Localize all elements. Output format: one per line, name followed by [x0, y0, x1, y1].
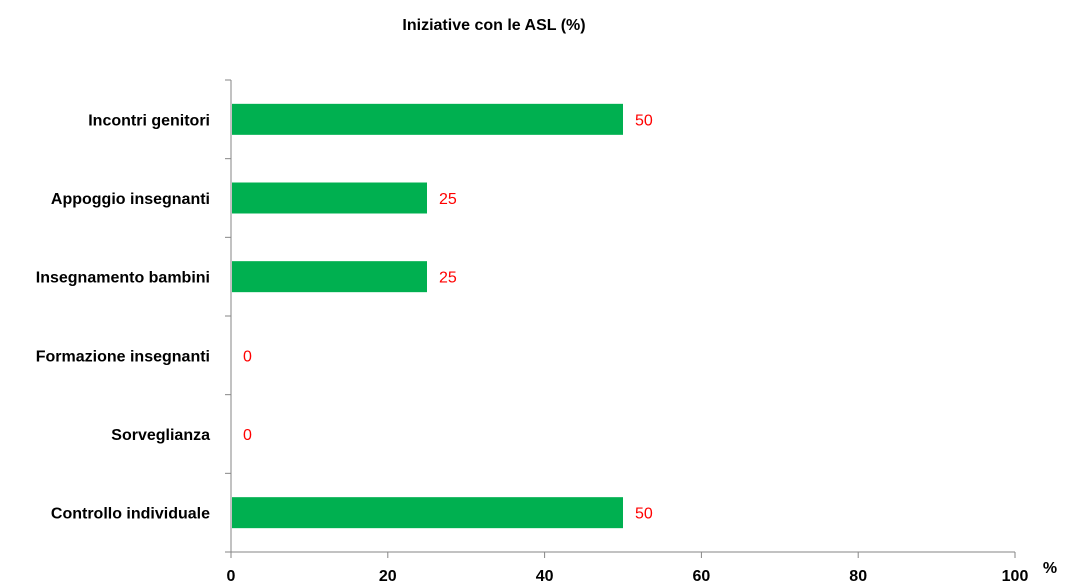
x-tick-label: 0: [227, 568, 236, 585]
x-tick-label: 80: [849, 568, 867, 585]
category-label: Incontri genitori: [88, 112, 210, 129]
bar: [232, 261, 427, 293]
category-label: Formazione insegnanti: [36, 348, 210, 365]
data-labels-group: 50 25 25 0 0 50: [243, 112, 653, 522]
axes-group: [225, 79, 1016, 558]
data-label: 0: [243, 427, 252, 444]
data-label: 0: [243, 348, 252, 365]
x-tick-label: 20: [379, 568, 397, 585]
bar: [232, 182, 427, 214]
data-label: 25: [439, 191, 457, 208]
x-tick-label: 100: [1002, 568, 1029, 585]
category-labels-group: Incontri genitori Appoggio insegnanti Inse…: [36, 112, 210, 522]
data-label: 50: [635, 112, 653, 129]
bar: [232, 103, 623, 135]
chart-title: Iniziative con le ASL (%): [402, 17, 585, 34]
data-label: 50: [635, 506, 653, 523]
x-tick-labels-group: 0 20 40 60 80 100: [227, 568, 1029, 585]
data-label: 25: [439, 270, 457, 287]
x-axis-unit-label: %: [1043, 560, 1057, 577]
x-tick-label: 60: [693, 568, 711, 585]
category-label: Insegnamento bambini: [36, 270, 210, 287]
bars-group: [232, 103, 623, 529]
bar: [232, 497, 623, 529]
category-label: Appoggio insegnanti: [51, 191, 210, 208]
x-tick-label: 40: [536, 568, 554, 585]
category-label: Sorveglianza: [111, 427, 210, 444]
category-label: Controllo individuale: [51, 506, 210, 523]
